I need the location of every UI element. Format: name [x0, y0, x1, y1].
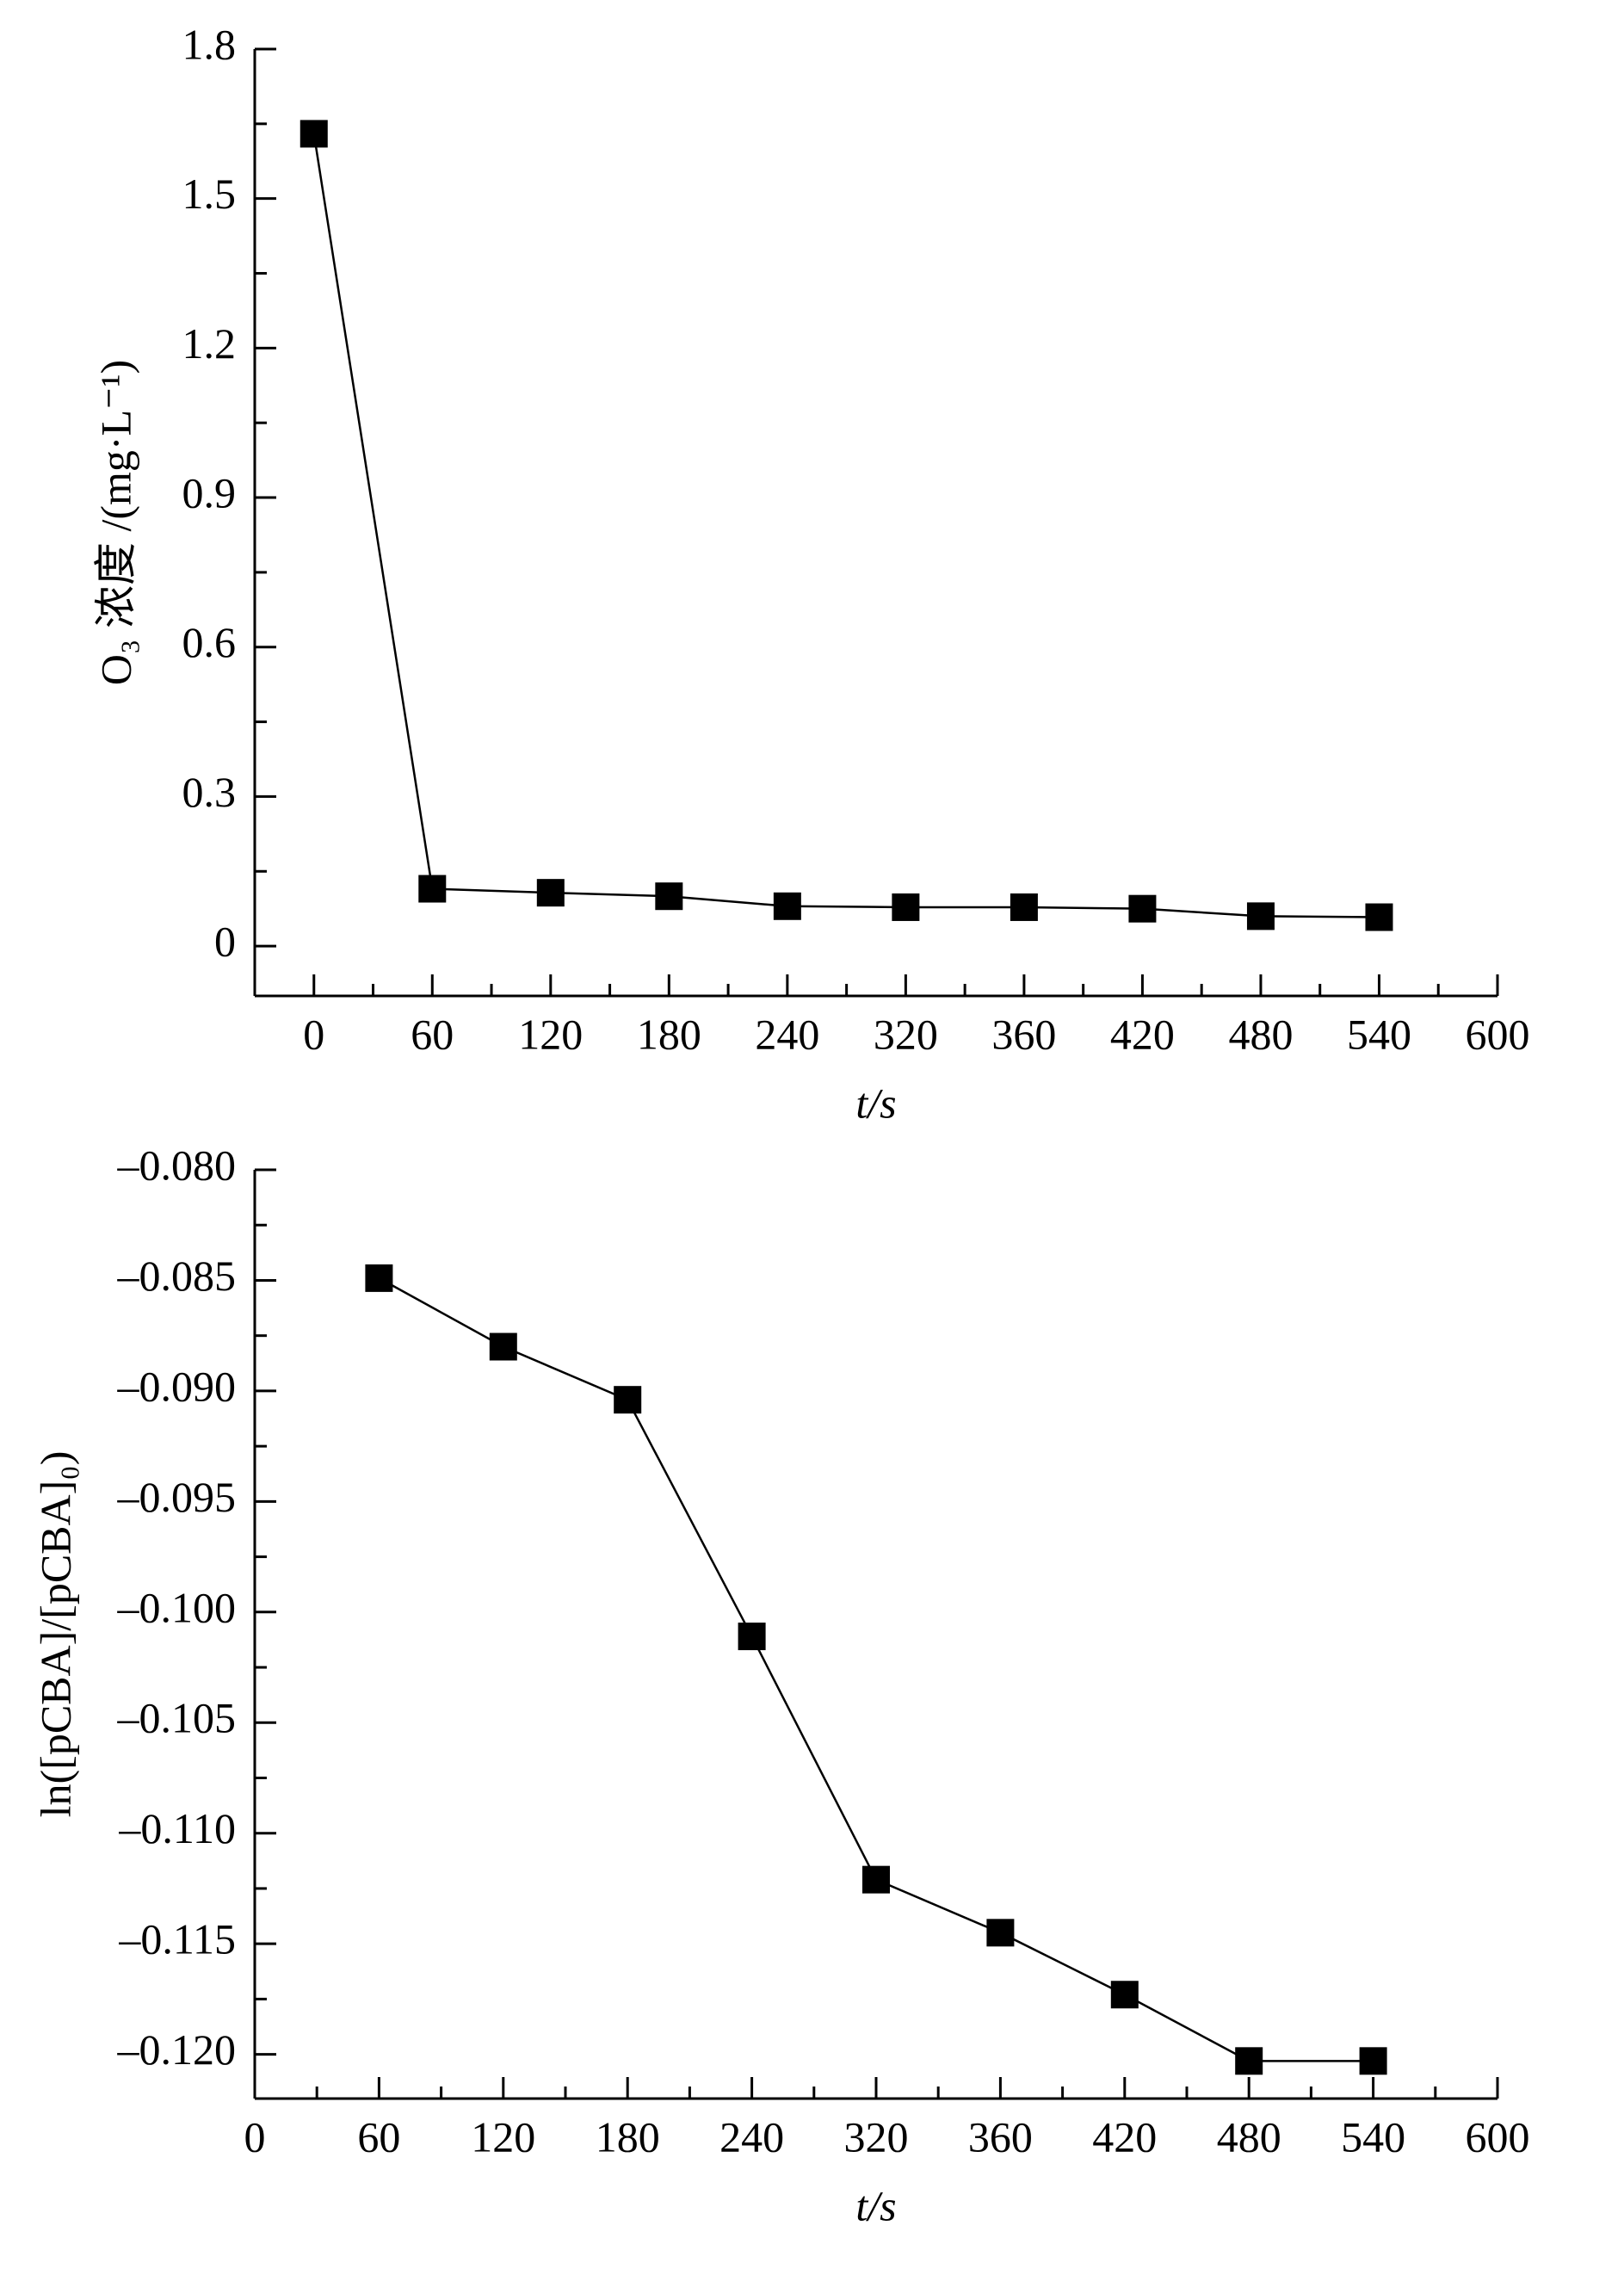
marker: [614, 1386, 642, 1414]
x-tick-label: 360: [968, 2112, 1033, 2161]
x-tick-label: 480: [1228, 1010, 1293, 1058]
x-tick-label: 0: [303, 1010, 324, 1058]
marker: [655, 882, 683, 911]
y-axis-label: O₃ 浓度 /(mg·L⁻¹): [91, 360, 139, 685]
marker: [489, 1332, 517, 1361]
y-tick-label: –0.110: [118, 1804, 236, 1852]
y-axis-label: ln([pCBA]/[pCBA]₀): [31, 1451, 79, 1818]
marker: [1128, 894, 1157, 923]
marker: [1235, 2047, 1263, 2075]
marker: [1010, 893, 1038, 921]
y-tick-label: –0.080: [117, 1141, 237, 1189]
x-tick-label: 540: [1341, 2112, 1405, 2161]
x-tick-label: 180: [596, 2112, 660, 2161]
y-tick-label: –0.095: [117, 1473, 237, 1521]
y-tick-label: 1.8: [182, 20, 237, 68]
x-tick-label: 120: [471, 2112, 535, 2161]
y-tick-label: 0.3: [182, 768, 237, 816]
x-axis-label: t/s: [855, 1079, 896, 1127]
x-tick-label: 600: [1466, 2112, 1530, 2161]
marker: [738, 1623, 766, 1651]
y-tick-label: –0.090: [117, 1362, 237, 1410]
x-tick-label: 60: [411, 1010, 454, 1058]
y-tick-label: –0.120: [117, 2025, 237, 2074]
y-tick-label: –0.115: [118, 1915, 236, 1963]
y-tick-label: 0.6: [182, 618, 237, 666]
marker: [1246, 902, 1275, 930]
series-line: [378, 1277, 1374, 2062]
x-tick-label: 60: [357, 2112, 400, 2161]
x-tick-label: 320: [844, 2112, 909, 2161]
y-tick-label: –0.100: [117, 1583, 237, 1631]
x-tick-label: 420: [1110, 1010, 1175, 1058]
x-tick-label: 600: [1466, 1010, 1530, 1058]
x-axis-label: t/s: [855, 2181, 896, 2229]
marker: [862, 1865, 890, 1894]
marker: [299, 120, 328, 148]
y-tick-label: 0.9: [182, 469, 237, 517]
x-tick-label: 540: [1347, 1010, 1411, 1058]
marker: [892, 893, 920, 921]
x-tick-label: 0: [244, 2112, 266, 2161]
x-tick-label: 420: [1092, 2112, 1157, 2161]
x-tick-label: 240: [719, 2112, 784, 2161]
series-line: [312, 133, 1380, 918]
x-tick-label: 320: [874, 1010, 938, 1058]
marker: [1110, 1981, 1139, 2009]
marker: [986, 1919, 1015, 1947]
chart: 0 60 120 180 240 320 360 420 480 540 600 –0.120 –0.1…: [31, 1141, 1529, 2229]
marker: [1365, 903, 1393, 931]
y-tick-label: 1.5: [182, 170, 237, 218]
y-tick-label: –0.085: [117, 1252, 237, 1300]
x-tick-label: 180: [637, 1010, 701, 1058]
y-tick-label: 0: [214, 918, 236, 966]
x-tick-label: 480: [1217, 2112, 1281, 2161]
marker: [1359, 2047, 1387, 2075]
x-tick-label: 360: [991, 1010, 1056, 1058]
x-tick-label: 120: [518, 1010, 583, 1058]
chart: 0 60 120 180 240 320 360 420 480 540 600 0 0.3 0.6 0.9…: [91, 20, 1529, 1127]
marker: [418, 875, 447, 903]
x-tick-label: 240: [755, 1010, 819, 1058]
y-tick-label: –0.105: [117, 1694, 237, 1742]
marker: [365, 1264, 393, 1292]
marker: [773, 892, 801, 920]
marker: [536, 879, 565, 907]
y-tick-label: 1.2: [182, 319, 237, 368]
